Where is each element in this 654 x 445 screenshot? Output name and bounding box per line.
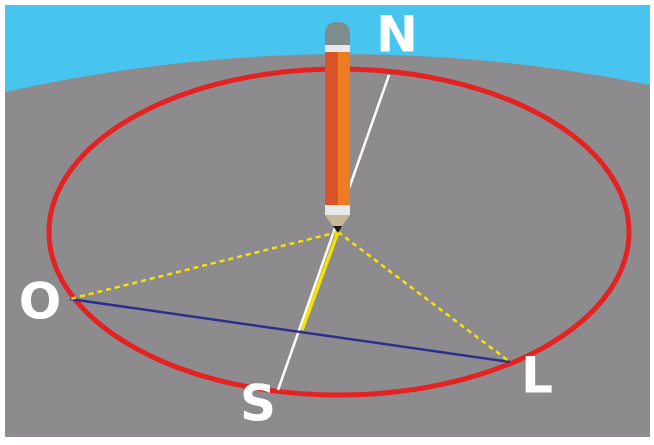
- pencil: [325, 22, 350, 233]
- west-label: O: [19, 273, 62, 331]
- pencil-body-right: [338, 52, 350, 205]
- pencil-tip: [333, 226, 342, 233]
- south-label: S: [240, 375, 276, 433]
- ground: [5, 54, 650, 437]
- pencil-wood: [325, 215, 350, 226]
- pencil-band: [325, 45, 350, 52]
- shadow: [300, 231, 340, 331]
- west-east-line: [69, 297, 511, 364]
- pencil-band: [325, 205, 350, 215]
- east-label: L: [521, 347, 553, 405]
- pencil-body-left: [325, 52, 338, 205]
- pencil-cap: [325, 22, 350, 45]
- north-label: N: [376, 6, 418, 64]
- west-ray: [69, 230, 339, 301]
